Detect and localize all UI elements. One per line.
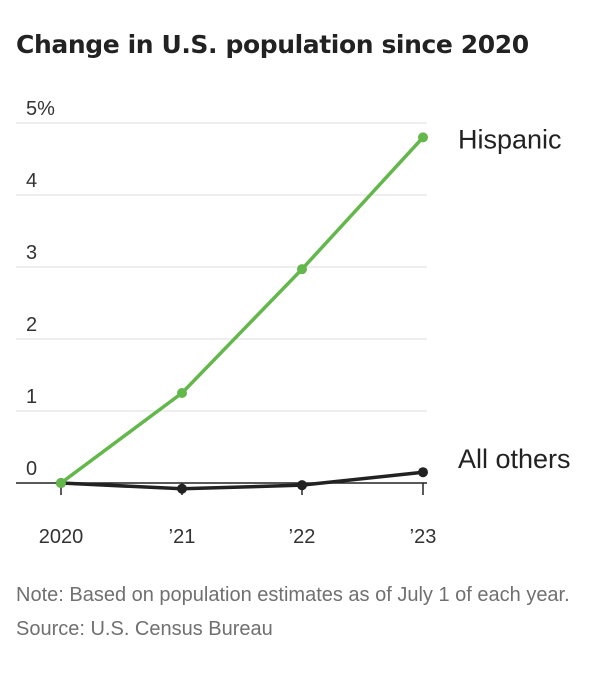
y-axis-ticks: 0 1 2 3 4 5% [26, 98, 55, 480]
x-tick-label: 2020 [39, 526, 84, 548]
chart-source: Source: U.S. Census Bureau [16, 618, 273, 640]
x-axis: 2020 ’21 ’22 ’23 [16, 482, 437, 548]
chart-title: Change in U.S. population since 2020 [16, 30, 529, 59]
data-point-hispanic [177, 388, 187, 398]
y-tick-label: 0 [26, 458, 37, 480]
series-lines [56, 132, 428, 494]
data-point-hispanic [418, 132, 428, 143]
y-tick-label: 2 [26, 314, 37, 336]
chart-footer: Note: Based on population estimates as o… [16, 578, 588, 646]
x-tick-label: ’22 [289, 526, 316, 548]
series-label-hispanic: Hispanic [458, 124, 562, 154]
series-line-hispanic [59, 135, 425, 485]
data-point-hispanic [297, 264, 307, 275]
y-tick-label: 3 [26, 242, 37, 264]
series-line-all-others [59, 470, 425, 491]
data-point-all-others [297, 480, 307, 491]
x-tick-label: ’23 [410, 526, 437, 548]
data-point-hispanic [56, 478, 66, 488]
chart-note: Note: Based on population estimates as o… [16, 584, 570, 606]
y-tick-label: 5% [26, 98, 55, 120]
y-tick-label: 1 [26, 386, 37, 408]
series-labels: Hispanic All others [458, 124, 571, 474]
data-point-all-others [177, 483, 187, 494]
x-tick-label: ’21 [169, 526, 196, 548]
data-point-all-others [418, 467, 428, 478]
series-label-all-others: All others [458, 444, 571, 474]
gridlines [16, 122, 427, 412]
y-tick-label: 4 [26, 170, 37, 192]
line-chart: 0 1 2 3 4 5% 2020 ’21 ’22 ’23 Hispanic All others [16, 98, 571, 548]
